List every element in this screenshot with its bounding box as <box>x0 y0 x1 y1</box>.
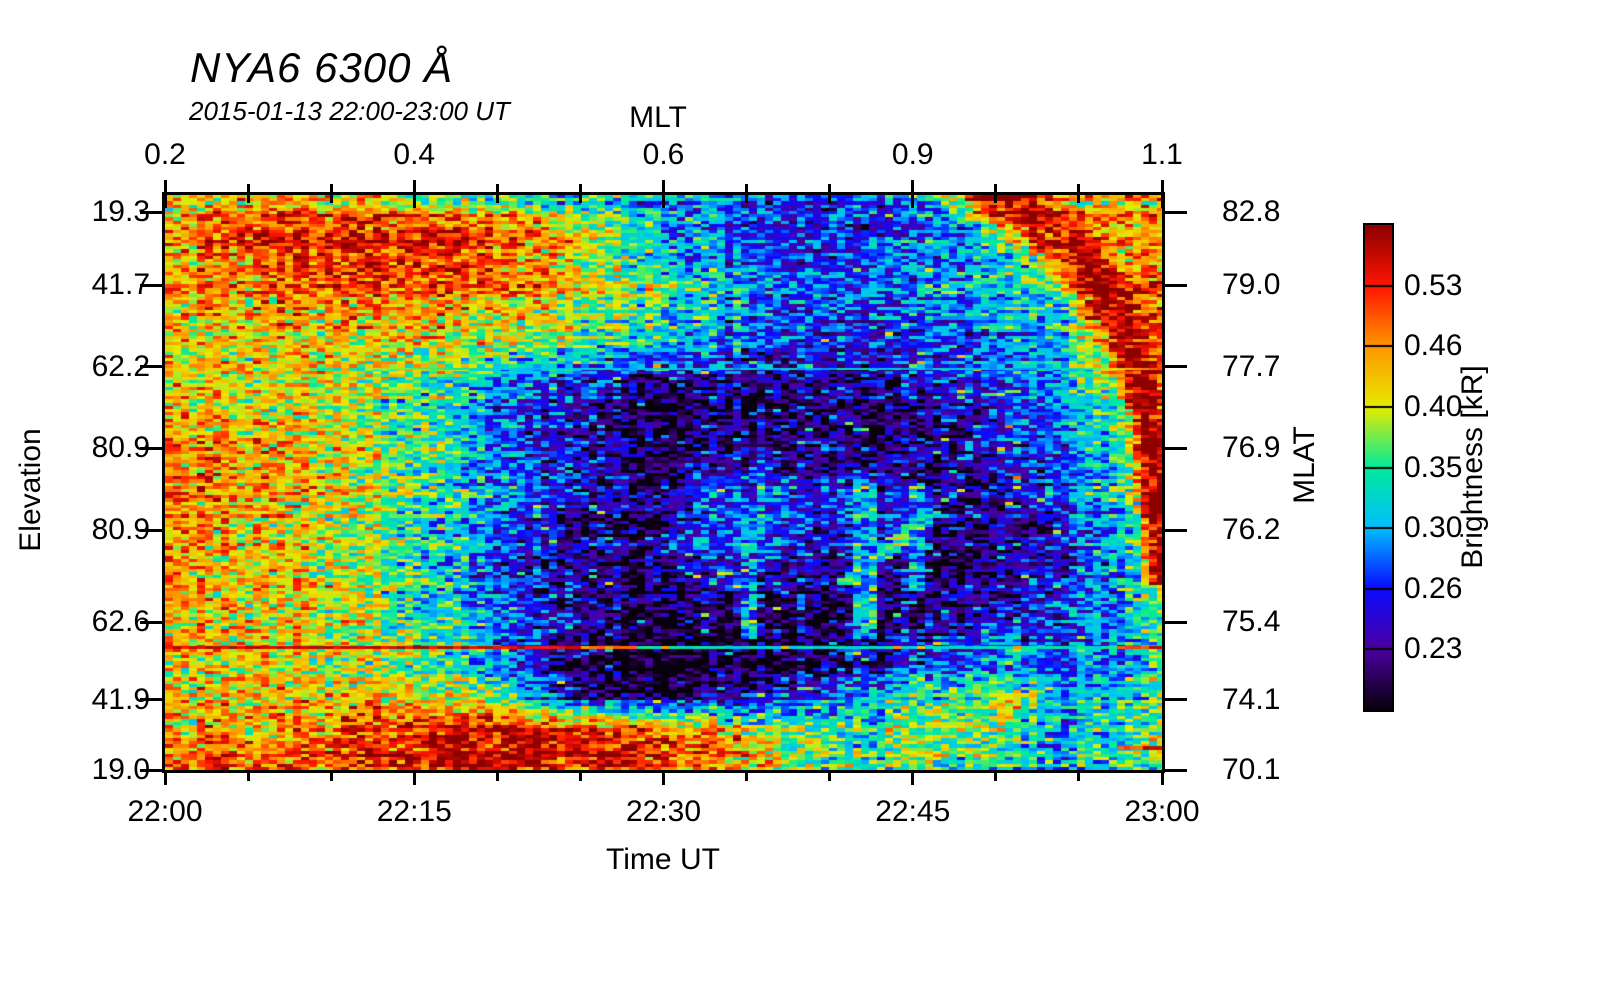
bottom-tick-label: 22:15 <box>376 795 452 828</box>
tick-mark <box>994 184 998 203</box>
tick-mark <box>662 773 665 785</box>
tick-mark <box>994 773 998 781</box>
bottom-axis-label: Time UT <box>606 843 720 876</box>
tick-mark <box>412 773 416 785</box>
tick-mark <box>140 210 162 214</box>
tick-mark <box>745 184 749 203</box>
tick-mark <box>246 184 250 203</box>
tick-mark <box>140 446 162 450</box>
bottom-tick-label: 22:00 <box>127 795 203 828</box>
tick-mark <box>1160 180 1164 208</box>
tick-mark <box>329 773 333 781</box>
tick-mark <box>578 773 582 781</box>
plot-frame <box>162 192 1165 773</box>
top-tick-label: 0.2 <box>144 138 186 171</box>
tick-mark <box>163 180 167 208</box>
right-tick-label: 76.2 <box>1222 513 1281 547</box>
tick-mark <box>1165 620 1187 624</box>
tick-mark <box>140 768 162 772</box>
colorbar-tick-label: 0.35 <box>1404 450 1463 484</box>
tick-mark <box>1160 773 1164 785</box>
tick-mark <box>911 180 915 208</box>
left-tick-label: 19.0 <box>91 753 150 786</box>
tick-mark <box>1165 210 1187 214</box>
tick-mark <box>140 283 162 287</box>
top-tick-label: 1.1 <box>1141 138 1183 171</box>
colorbar-tick-label: 0.23 <box>1404 632 1463 666</box>
tick-mark <box>1077 184 1081 203</box>
right-tick-label: 76.9 <box>1222 431 1281 464</box>
tick-mark <box>1077 773 1081 781</box>
tick-mark <box>140 365 162 369</box>
right-tick-label: 70.1 <box>1222 753 1281 786</box>
heatmap-canvas <box>165 195 1162 770</box>
tick-mark <box>911 773 915 785</box>
top-tick-label: 0.6 <box>642 138 685 171</box>
tick-mark <box>495 773 499 781</box>
colorbar-tick-label: 0.30 <box>1404 511 1463 545</box>
tick-mark <box>140 620 162 624</box>
tick-mark <box>329 184 333 203</box>
left-tick-label: 41.7 <box>91 268 150 302</box>
tick-mark <box>828 773 832 781</box>
left-tick-label: 62.6 <box>91 605 150 639</box>
tick-mark <box>246 773 250 781</box>
tick-mark <box>1165 365 1187 369</box>
left-tick-label: 80.9 <box>91 513 150 547</box>
tick-mark <box>1165 283 1187 287</box>
top-axis-label: MLT <box>629 101 687 134</box>
colorbar-frame <box>1363 223 1394 712</box>
bottom-tick-label: 22:45 <box>875 795 951 828</box>
left-tick-label: 80.9 <box>91 431 150 464</box>
right-tick-label: 74.1 <box>1222 682 1281 716</box>
tick-mark <box>1165 768 1187 772</box>
tick-mark <box>140 528 162 532</box>
tick-mark <box>495 184 499 203</box>
colorbar-tick-label: 0.26 <box>1404 571 1463 605</box>
left-tick-label: 19.3 <box>91 195 150 229</box>
plot-subtitle: 2015-01-13 22:00-23:00 UT <box>189 96 510 126</box>
bottom-tick-label: 22:30 <box>625 795 702 828</box>
plot-title: NYA6 6300 Å <box>190 44 454 91</box>
tick-mark <box>140 698 162 702</box>
colorbar-tick-label: 0.40 <box>1404 389 1463 423</box>
tick-mark <box>1165 528 1187 532</box>
tick-mark <box>578 184 582 203</box>
left-tick-label: 41.9 <box>91 682 150 716</box>
tick-mark <box>828 184 832 203</box>
right-tick-label: 77.7 <box>1222 349 1281 383</box>
bottom-tick-label: 23:00 <box>1124 795 1200 828</box>
right-tick-label: 82.8 <box>1222 195 1281 229</box>
colorbar-tick-label: 0.46 <box>1404 329 1463 363</box>
tick-mark <box>1165 446 1187 450</box>
top-tick-label: 0.9 <box>891 138 934 171</box>
right-tick-label: 79.0 <box>1222 268 1281 302</box>
top-tick-label: 0.4 <box>393 138 436 171</box>
left-axis-label: Elevation <box>14 428 47 552</box>
tick-mark <box>412 180 416 208</box>
tick-mark <box>745 773 749 781</box>
colorbar-tick-label: 0.53 <box>1404 268 1463 302</box>
tick-mark <box>662 180 665 208</box>
tick-mark <box>1165 698 1187 702</box>
right-tick-label: 75.4 <box>1222 605 1281 639</box>
left-tick-label: 62.2 <box>91 349 150 383</box>
tick-mark <box>163 773 167 785</box>
right-axis-label: MLAT <box>1288 426 1321 504</box>
colorbar-canvas <box>1365 225 1392 710</box>
